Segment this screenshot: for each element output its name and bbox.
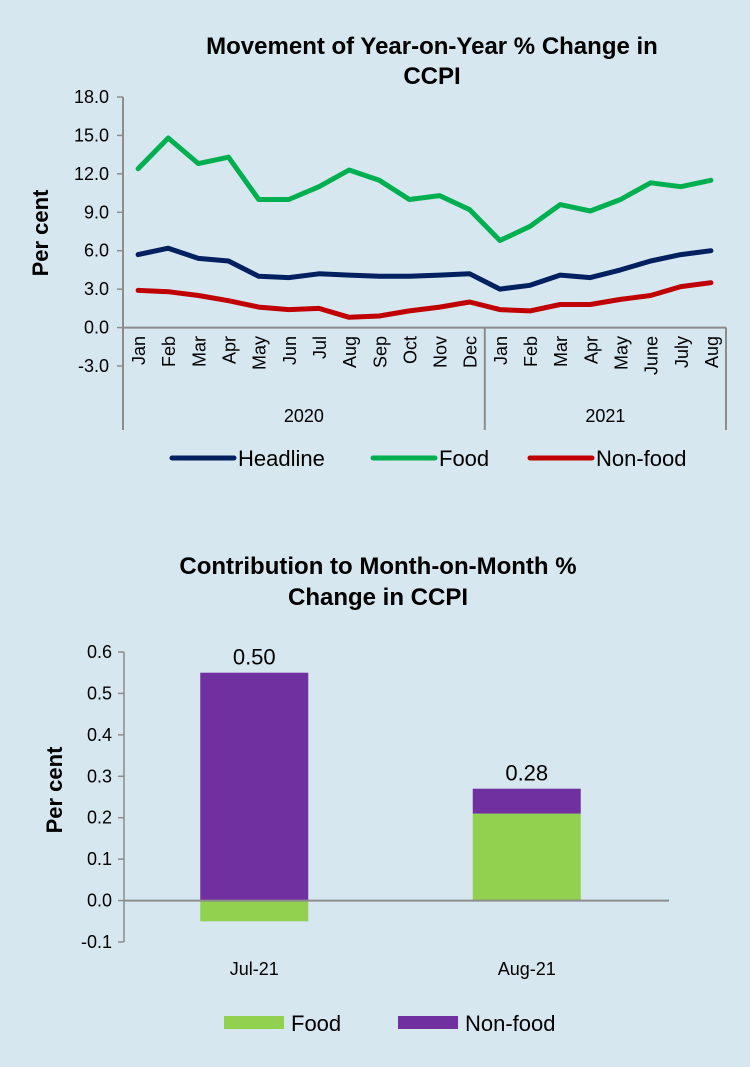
legend-label: Food: [439, 446, 489, 471]
chart2-y-axis-label: Per cent: [42, 746, 67, 833]
legend-item-non-food: Non-food: [398, 1011, 556, 1036]
x-tick-label: Oct: [400, 336, 420, 364]
y-tick-label: 0.0: [84, 318, 109, 338]
x-tick-label: Aug: [702, 336, 722, 368]
series-line-food: [135, 135, 714, 243]
legend-label: Headline: [238, 446, 325, 471]
y-tick-label: 0.3: [87, 766, 112, 786]
bar-segment-non-food: [472, 788, 581, 814]
chart1-y-axis-label: Per cent: [28, 189, 53, 276]
y-tick-label: 18.0: [74, 87, 109, 107]
bar-segment-food: [200, 900, 309, 922]
chart1-title-line-1: Movement of Year-on-Year % Change in: [206, 33, 658, 60]
x-group-label: 2021: [585, 406, 625, 426]
x-group-label: 2020: [284, 406, 324, 426]
y-tick-label: -3.0: [78, 356, 109, 376]
legend-swatch: [224, 1016, 284, 1029]
y-tick-label: 9.0: [84, 202, 109, 222]
series-line-headline: [135, 245, 714, 292]
x-tick-label: Feb: [521, 336, 541, 367]
y-tick-label: -0.1: [81, 932, 112, 952]
x-tick-label: Jul-21: [230, 959, 279, 979]
y-tick-label: 0.0: [87, 891, 112, 911]
y-tick-label: 12.0: [74, 164, 109, 184]
x-tick-label: Feb: [159, 336, 179, 367]
y-tick-label: 0.5: [87, 683, 112, 703]
x-tick-label: Aug: [340, 336, 360, 368]
x-tick-label: July: [672, 336, 692, 368]
x-tick-label: Apr: [581, 336, 601, 364]
chart2-title-line-2: Change in CCPI: [288, 584, 468, 611]
legend-label: Non-food: [596, 446, 687, 471]
x-tick-label: Jul: [310, 336, 330, 359]
chart2-title-line-1: Contribution to Month-on-Month %: [179, 553, 576, 580]
y-tick-label: 0.4: [87, 725, 112, 745]
legend-item-headline: Headline: [169, 446, 325, 471]
x-tick-label: Mar: [189, 336, 209, 367]
legend-item-food: Food: [370, 446, 489, 471]
x-tick-label: Jun: [280, 336, 300, 365]
x-tick-label: Jan: [491, 336, 511, 365]
bar-total-label: 0.28: [505, 761, 548, 786]
y-tick-label: 15.0: [74, 125, 109, 145]
y-tick-label: 0.1: [87, 849, 112, 869]
x-tick-label: June: [642, 336, 662, 375]
x-tick-label: Aug-21: [498, 959, 556, 979]
yoy-ccpi-line-chart: Movement of Year-on-Year % Change in CCP…: [28, 33, 727, 471]
legend-swatch: [398, 1016, 458, 1029]
y-tick-label: 3.0: [84, 279, 109, 299]
x-tick-label: Sep: [370, 336, 390, 368]
chart1-title-line-2: CCPI: [403, 63, 460, 90]
x-tick-label: May: [250, 336, 270, 370]
x-tick-label: Apr: [220, 336, 240, 364]
x-tick-label: May: [611, 336, 631, 370]
legend-item-food: Food: [224, 1011, 341, 1036]
mom-ccpi-contribution-bar-chart: Contribution to Month-on-Month % Change …: [42, 553, 669, 1036]
x-tick-label: Mar: [551, 336, 571, 367]
legend-label: Non-food: [465, 1011, 556, 1036]
bar-segment-food: [472, 813, 581, 901]
bar-segment-non-food: [200, 672, 309, 901]
series-line-non-food: [135, 280, 714, 320]
x-tick-label: Jan: [129, 336, 149, 365]
y-tick-label: 0.6: [87, 642, 112, 662]
y-tick-label: 6.0: [84, 241, 109, 261]
y-tick-label: 0.2: [87, 808, 112, 828]
bar-total-label: 0.50: [233, 645, 276, 670]
x-tick-label: Dec: [461, 336, 481, 368]
legend-label: Food: [291, 1011, 341, 1036]
x-tick-label: Nov: [431, 336, 451, 368]
legend-item-non-food: Non-food: [527, 446, 687, 471]
